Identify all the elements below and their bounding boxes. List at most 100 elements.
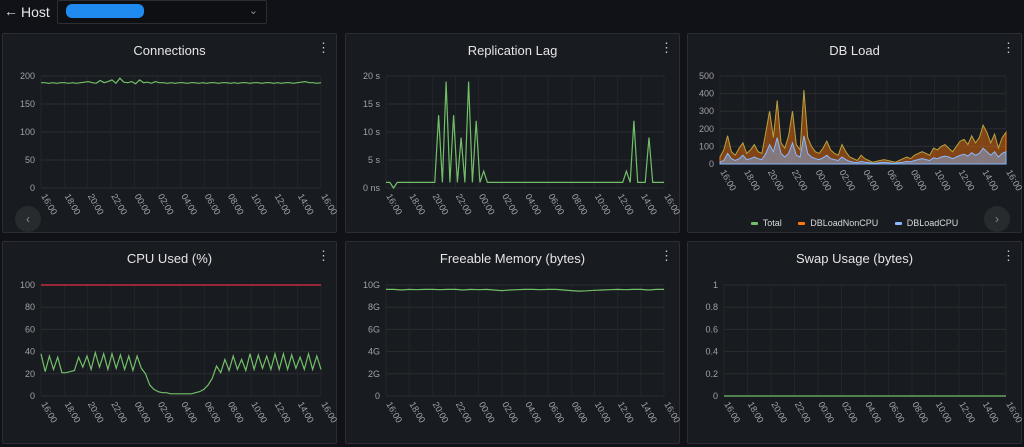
x-tick-label: 12:00 xyxy=(273,400,293,425)
x-tick-label: 06:00 xyxy=(203,192,223,217)
legend-item-dbloadcpu[interactable]: DBLoadCPU xyxy=(894,218,958,228)
x-tick-label: 10:00 xyxy=(593,192,613,217)
x-tick-label: 20:00 xyxy=(431,400,451,425)
x-tick-label: 00:00 xyxy=(477,192,497,217)
x-tick-label: 08:00 xyxy=(909,168,929,193)
replication-lag-graph: 0 ns5 s10 s15 s20 s16:00 18:00 20:00 22:00 0… xyxy=(363,71,681,217)
x-tick-label: 16:00 xyxy=(718,168,738,193)
y-tick-label: 10 s xyxy=(363,127,381,137)
y-tick-label: 200 xyxy=(20,71,35,81)
x-tick-label: 14:00 xyxy=(639,192,659,217)
x-tick-label: 12:00 xyxy=(616,400,636,425)
host-select-value: redacted-host xyxy=(66,4,144,18)
x-tick-label: 02:00 xyxy=(500,400,520,425)
y-tick-label: 20 xyxy=(25,369,35,379)
panel-connections: Connections ⋮ 0 50 100 150 200 16:00 18:00 20:0… xyxy=(2,33,338,233)
y-tick-label: 50 xyxy=(25,155,35,165)
y-tick-label: 0.6 xyxy=(705,324,718,334)
chevron-down-icon: ⌄ xyxy=(248,5,258,17)
panel-title: DB Load xyxy=(829,43,880,58)
x-tick-label: 16:00 xyxy=(1004,400,1023,425)
y-tick-label: 0 xyxy=(709,159,714,169)
x-tick-label: 14:00 xyxy=(980,168,1000,193)
panel-menu-icon[interactable]: ⋮ xyxy=(1002,40,1015,55)
x-tick-label: 22:00 xyxy=(454,192,474,217)
x-tick-label: 10:00 xyxy=(934,400,954,425)
panel-menu-icon[interactable]: ⋮ xyxy=(1002,248,1015,263)
top-bar: ← Host redacted-host ⌄ xyxy=(0,0,1024,26)
scroll-left-icon[interactable]: ‹ xyxy=(15,206,41,232)
y-tick-label: 15 s xyxy=(363,99,381,109)
panel-menu-icon[interactable]: ⋮ xyxy=(660,40,673,55)
panel-replication-lag: Replication Lag ⋮ 0 ns 5 s 10 s 15 s 20 s 16:… xyxy=(345,33,681,233)
y-tick-label: 6G xyxy=(368,324,380,334)
x-tick-label: 16:00 xyxy=(319,400,338,425)
x-tick-label: 08:00 xyxy=(570,400,590,425)
series-line-total xyxy=(719,90,1007,163)
x-tick-label: 04:00 xyxy=(179,192,199,217)
x-tick-label: 16:00 xyxy=(662,400,681,425)
series-line xyxy=(386,288,664,292)
x-tick-label: 00:00 xyxy=(816,400,836,425)
x-tick-label: 20:00 xyxy=(86,192,106,217)
x-tick-label: 02:00 xyxy=(156,192,176,217)
y-tick-label: 0 xyxy=(375,391,380,401)
y-tick-label: 10G xyxy=(363,280,380,290)
x-tick-label: 22:00 xyxy=(790,168,810,193)
panel-menu-icon[interactable]: ⋮ xyxy=(317,40,330,55)
x-tick-label: 04:00 xyxy=(861,168,881,193)
y-tick-label: 0 xyxy=(30,391,35,401)
x-tick-label: 18:00 xyxy=(407,192,427,217)
y-tick-label: 0.8 xyxy=(705,302,718,312)
y-tick-label: 80 xyxy=(25,302,35,312)
y-tick-label: 0 ns xyxy=(363,183,381,193)
x-tick-label: 06:00 xyxy=(546,192,566,217)
y-tick-label: 200 xyxy=(699,124,714,134)
x-tick-label: 00:00 xyxy=(814,168,834,193)
y-tick-label: 60 xyxy=(25,324,35,334)
x-tick-label: 14:00 xyxy=(296,192,316,217)
y-tick-label: 2G xyxy=(368,369,380,379)
x-tick-label: 20:00 xyxy=(431,192,451,217)
series-area-dbloadcpu xyxy=(719,135,1007,165)
scroll-right-icon[interactable]: › xyxy=(984,206,1010,232)
x-tick-label: 02:00 xyxy=(156,400,176,425)
x-tick-label: 22:00 xyxy=(109,192,129,217)
x-tick-label: 20:00 xyxy=(86,400,106,425)
host-select[interactable]: redacted-host ⌄ xyxy=(57,0,267,24)
legend-swatch xyxy=(798,222,806,226)
panel-db-load: DB Load ⋮ 0 100 200 300 400 500 16:00 18:00 20:0… xyxy=(687,33,1023,233)
x-tick-label: 10:00 xyxy=(933,168,953,193)
x-tick-label: 12:00 xyxy=(957,168,977,193)
x-tick-label: 14:00 xyxy=(639,400,659,425)
panel-menu-icon[interactable]: ⋮ xyxy=(317,248,330,263)
legend-swatch xyxy=(894,222,902,226)
series-line xyxy=(40,350,322,395)
arrow-left-icon[interactable]: ← xyxy=(4,3,18,19)
y-tick-label: 100 xyxy=(20,280,35,290)
x-tick-label: 14:00 xyxy=(981,400,1001,425)
x-tick-label: 12:00 xyxy=(616,192,636,217)
panel-title: Swap Usage (bytes) xyxy=(795,251,914,266)
host-variable-label: Host xyxy=(21,4,50,20)
panel-title: CPU Used (%) xyxy=(126,251,213,266)
y-tick-label: 40 xyxy=(25,347,35,357)
y-tick-label: 150 xyxy=(20,99,35,109)
x-tick-label: 10:00 xyxy=(593,400,613,425)
legend-item-dbloadnoncpu[interactable]: DBLoadNonCPU xyxy=(798,218,878,228)
x-tick-label: 00:00 xyxy=(133,192,153,217)
x-tick-label: 16:00 xyxy=(384,400,404,425)
x-tick-label: 18:00 xyxy=(63,400,83,425)
y-tick-label: 5 s xyxy=(368,155,381,165)
y-tick-label: 0 xyxy=(30,183,35,193)
x-tick-label: 08:00 xyxy=(910,400,930,425)
x-tick-label: 16:00 xyxy=(39,192,59,217)
y-tick-label: 1 xyxy=(713,280,718,290)
panel-menu-icon[interactable]: ⋮ xyxy=(660,248,673,263)
legend: Total DBLoadNonCPU DBLoadCPU xyxy=(688,218,1021,228)
legend-item-total[interactable]: Total xyxy=(750,218,782,228)
